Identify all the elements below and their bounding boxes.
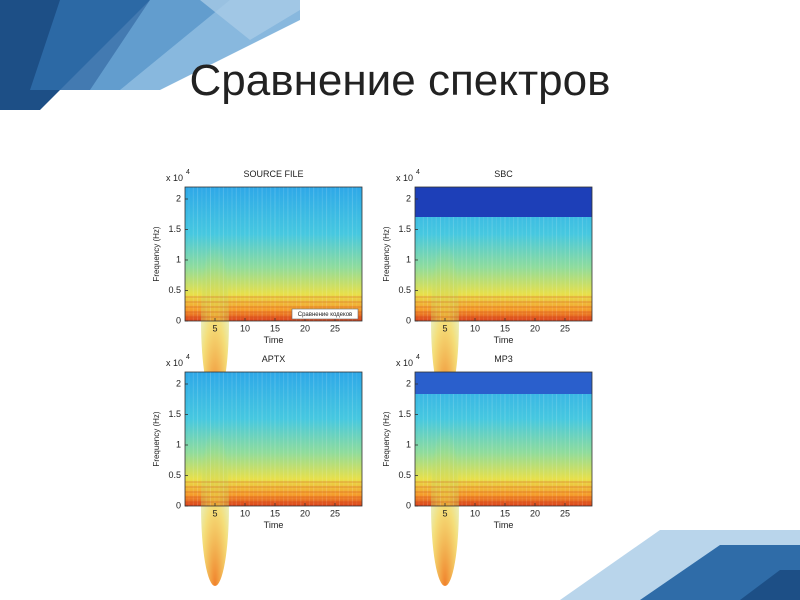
x-tick-label: 15 [270, 323, 280, 333]
y-tick-label: 0.5 [168, 285, 181, 295]
plot-frame [184, 371, 363, 507]
y-tick-label: 1.5 [168, 409, 181, 419]
x-tick-label: 10 [240, 508, 250, 518]
plot-frame [414, 186, 593, 322]
x-tick-label: 5 [442, 508, 447, 518]
x-tick-label: 5 [212, 323, 217, 333]
x-tick-label: 15 [500, 323, 510, 333]
y-multiplier: x 10 [166, 358, 183, 368]
y-tick-label: 1 [406, 439, 411, 449]
y-exponent: 4 [416, 354, 420, 361]
y-axis-label: Frequency (Hz) [382, 226, 391, 281]
x-axis-label: Time [494, 335, 514, 345]
plot-frame [184, 186, 363, 322]
y-multiplier: x 10 [396, 358, 413, 368]
y-tick-label: 2 [176, 378, 181, 388]
cutoff-band [415, 187, 592, 217]
x-tick-label: 20 [530, 508, 540, 518]
y-tick-label: 1 [176, 439, 181, 449]
y-multiplier: x 10 [396, 173, 413, 183]
x-tick-label: 20 [530, 323, 540, 333]
x-tick-label: 20 [300, 323, 310, 333]
x-tick-label: 15 [500, 508, 510, 518]
x-tick-label: 20 [300, 508, 310, 518]
y-tick-label: 2 [406, 378, 411, 388]
y-multiplier: x 10 [166, 173, 183, 183]
x-tick-label: 10 [240, 323, 250, 333]
y-tick-label: 0 [176, 315, 181, 325]
y-tick-label: 1.5 [398, 409, 411, 419]
y-tick-label: 1.5 [168, 224, 181, 234]
x-tick-label: 5 [212, 508, 217, 518]
y-tick-label: 0.5 [398, 285, 411, 295]
panel-title: SOURCE FILE [243, 169, 303, 179]
y-tick-label: 0.5 [168, 470, 181, 480]
x-tick-label: 5 [442, 323, 447, 333]
note: Сравнение кодеков [298, 312, 352, 318]
x-tick-label: 15 [270, 508, 280, 518]
x-tick-label: 25 [330, 323, 340, 333]
y-exponent: 4 [186, 169, 190, 176]
y-tick-label: 1.5 [398, 224, 411, 234]
y-tick-label: 0 [406, 500, 411, 510]
y-tick-label: 0.5 [398, 470, 411, 480]
y-tick-label: 2 [176, 193, 181, 203]
y-tick-label: 2 [406, 193, 411, 203]
plot-frame [414, 371, 593, 507]
x-axis-label: Time [264, 520, 284, 530]
slide-title: Сравнение спектров [190, 56, 611, 105]
x-axis-label: Time [264, 335, 284, 345]
panel-title: APTX [262, 354, 286, 364]
x-tick-label: 10 [470, 323, 480, 333]
y-tick-label: 1 [176, 254, 181, 264]
y-tick-label: 0 [406, 315, 411, 325]
note-box [291, 308, 359, 320]
decoration-top-left [0, 0, 300, 110]
x-tick-label: 25 [560, 323, 570, 333]
y-tick-label: 1 [406, 254, 411, 264]
panel-title: MP3 [494, 354, 513, 364]
x-tick-label: 10 [470, 508, 480, 518]
y-axis-label: Frequency (Hz) [382, 411, 391, 466]
y-axis-label: Frequency (Hz) [152, 226, 161, 281]
y-tick-label: 0 [176, 500, 181, 510]
cutoff-band [415, 372, 592, 394]
y-exponent: 4 [416, 169, 420, 176]
x-tick-label: 25 [330, 508, 340, 518]
y-axis-label: Frequency (Hz) [152, 411, 161, 466]
x-axis-label: Time [494, 520, 514, 530]
x-tick-label: 25 [560, 508, 570, 518]
y-exponent: 4 [186, 354, 190, 361]
panel-title: SBC [494, 169, 513, 179]
decoration-bottom-right [560, 530, 800, 600]
